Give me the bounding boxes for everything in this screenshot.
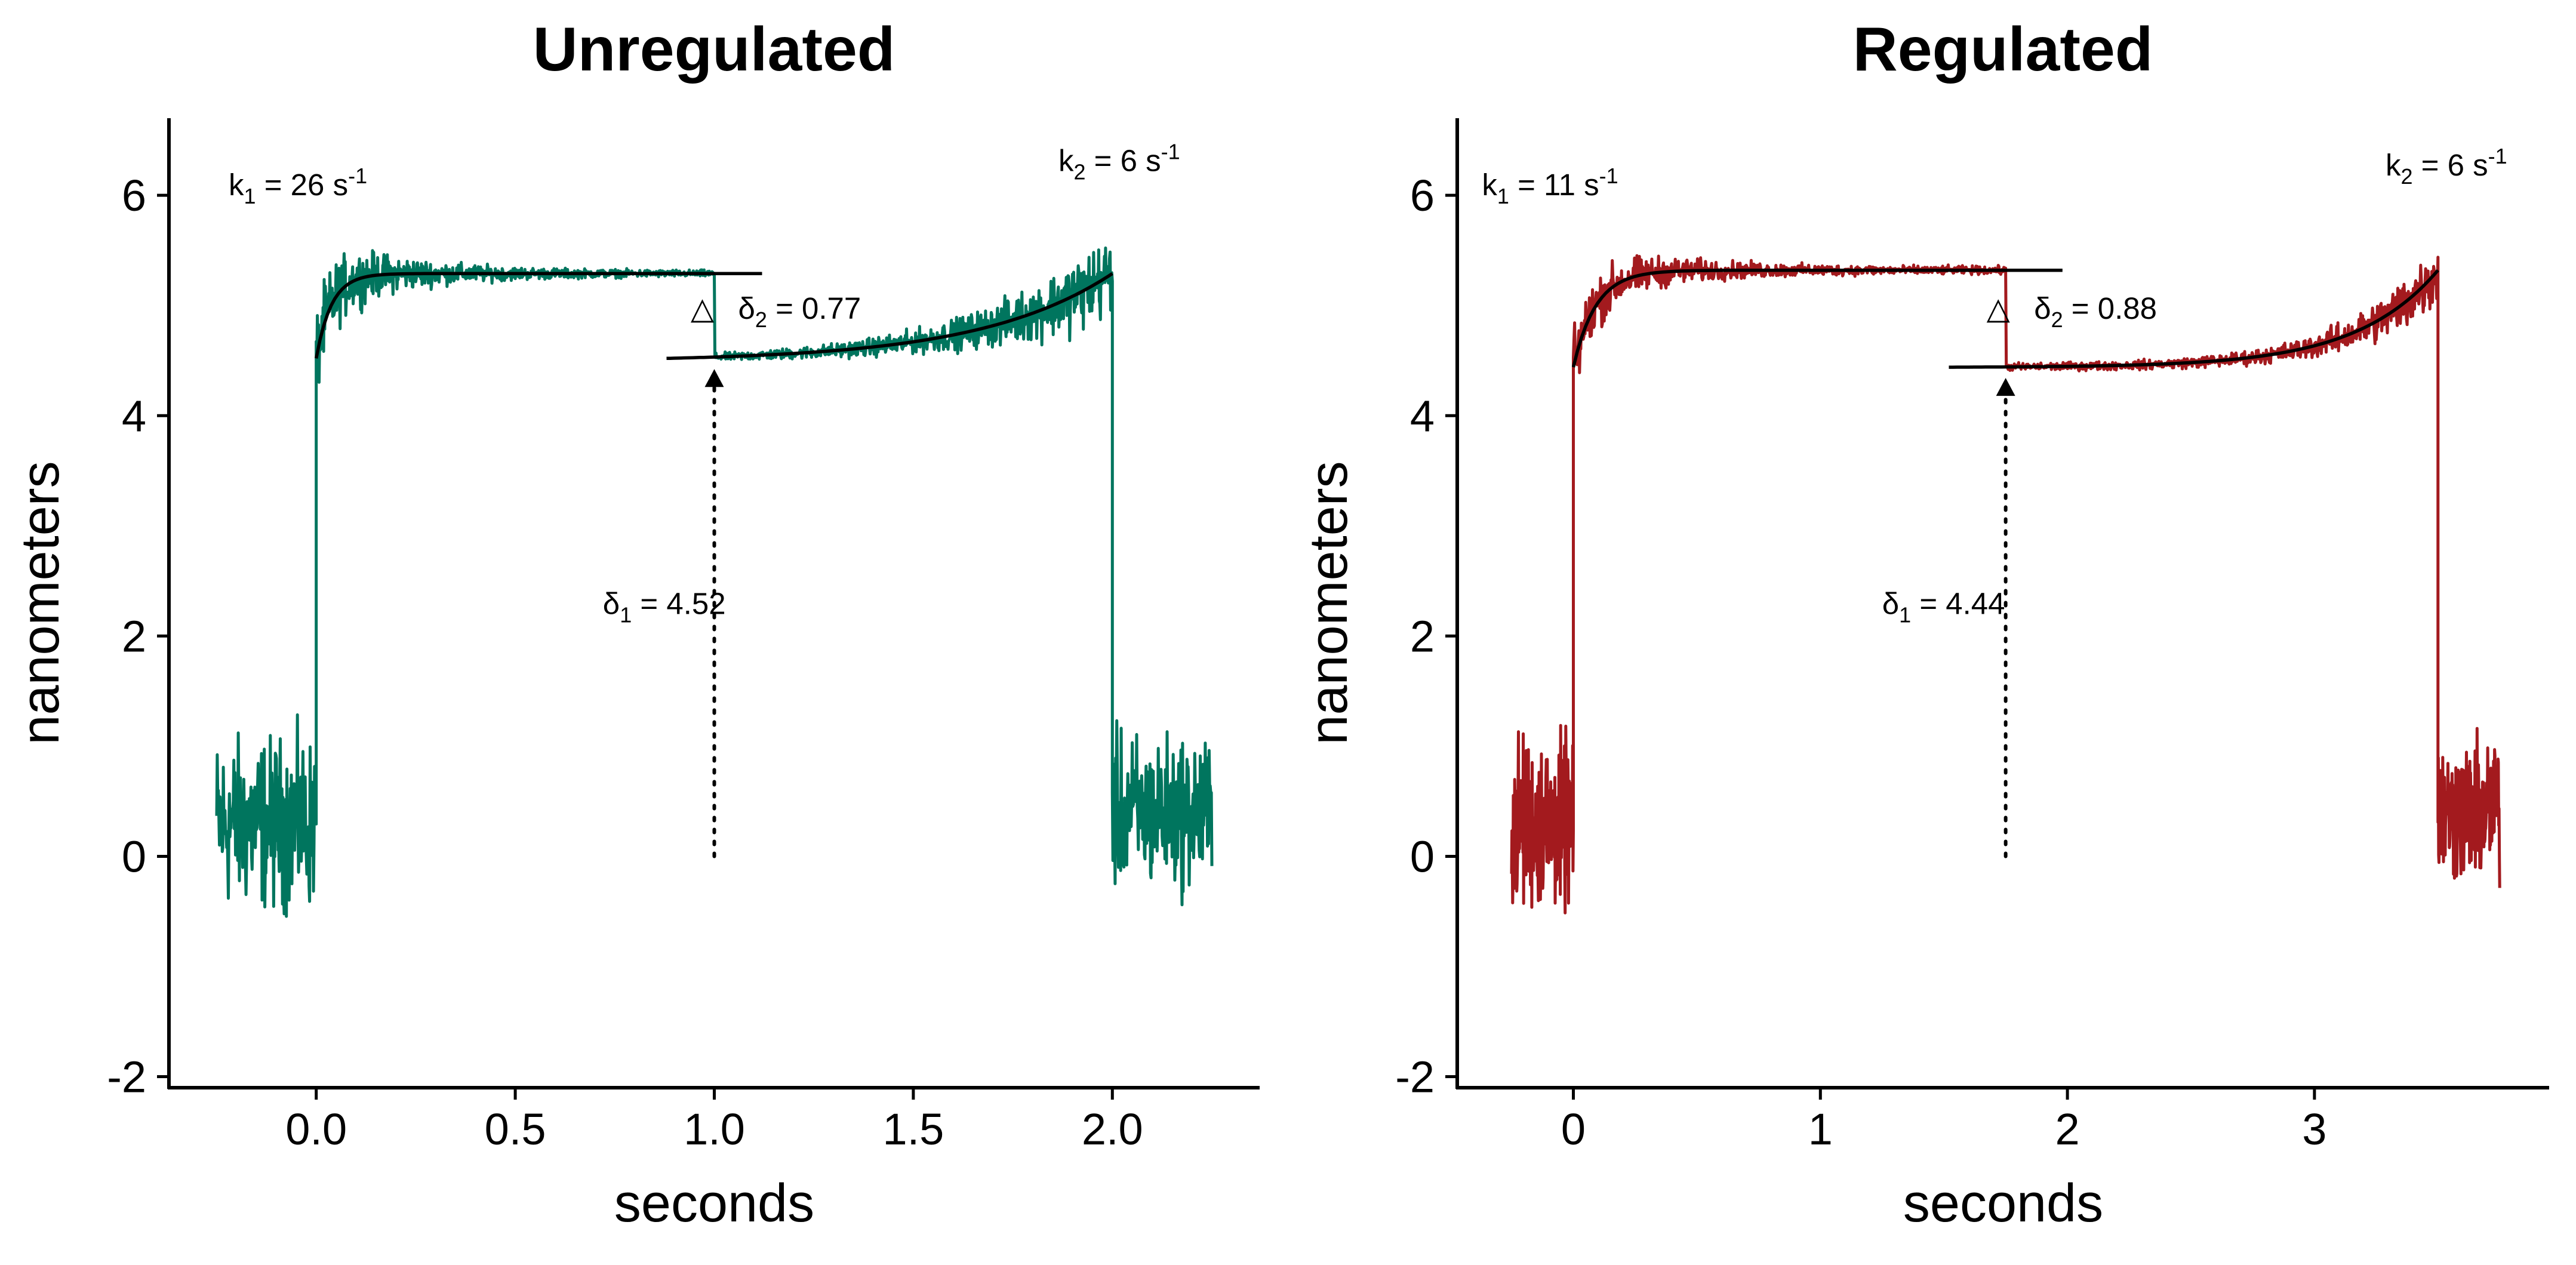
k2-label-value: = 6 s <box>1085 144 1161 178</box>
y-tick-label: 4 <box>122 391 146 441</box>
delta2-label-subscript: 2 <box>2051 307 2063 332</box>
trace-line <box>1510 254 2501 915</box>
delta1-label-symbol: δ <box>603 586 620 620</box>
fit-curve-first-substep <box>1571 268 2063 368</box>
delta1-label-value: = 4.52 <box>632 586 725 620</box>
panel-unregulated: Unregulated -2 0 2 4 6 0.0 0.5 1.0 1.5 2.0 seconds n… <box>11 15 1260 1233</box>
delta2-label-subscript: 2 <box>755 307 767 332</box>
y-tick-label: 6 <box>1410 171 1435 220</box>
k1-label-value: = 11 s <box>1509 168 1599 202</box>
k2-label-superscript: -1 <box>1161 140 1180 164</box>
y-tick-label: 2 <box>122 611 146 661</box>
delta1-arrowhead <box>1996 378 2015 396</box>
k1-label: k1 = 26 s-1 <box>229 164 367 208</box>
k1-label-superscript: -1 <box>348 164 367 188</box>
x-tick-label: 1.5 <box>882 1104 944 1154</box>
y-tick-label: -2 <box>107 1052 146 1102</box>
delta2-label-value: = 0.77 <box>767 291 861 325</box>
x-axis-title: seconds <box>1903 1174 2103 1233</box>
k1-label-subscript: 1 <box>1497 184 1509 208</box>
delta1-label: δ1 = 4.52 <box>603 586 726 627</box>
delta2-triangle-icon: △ <box>1987 291 2011 325</box>
x-tick-label: 0.0 <box>285 1104 347 1154</box>
x-tick-label: 1 <box>1808 1104 1833 1154</box>
y-tick-label: -2 <box>1395 1052 1435 1102</box>
delta1-label-subscript: 1 <box>620 602 632 627</box>
k2-label-symbol: k <box>2386 148 2401 182</box>
fit-curve-first-substep <box>315 272 762 359</box>
k1-label: k1 = 11 s-1 <box>1482 164 1618 208</box>
y-tick-label: 0 <box>122 832 146 881</box>
x-axis-title: seconds <box>614 1174 814 1233</box>
y-tick-label: 0 <box>1410 832 1435 881</box>
delta2-label-symbol: δ <box>738 291 755 325</box>
k2-label-subscript: 2 <box>1073 160 1085 184</box>
delta2-label-value: = 0.88 <box>2063 291 2157 325</box>
x-tick-label: 1.0 <box>684 1104 745 1154</box>
k2-label-superscript: -1 <box>2488 144 2507 168</box>
delta2-label: δ2 = 0.77 <box>738 291 861 332</box>
fit-curve-second-substep <box>666 272 1113 361</box>
delta2-triangle-icon: △ <box>691 291 715 325</box>
delta1-label: δ1 = 4.44 <box>1882 586 2005 627</box>
k2-label: k2 = 6 s-1 <box>2386 144 2507 189</box>
delta2-label: δ2 = 0.88 <box>2034 291 2157 332</box>
y-axis-title: nanometers <box>1299 461 1359 744</box>
x-tick-label: 3 <box>2302 1104 2326 1154</box>
delta1-arrowhead <box>704 369 724 387</box>
k2-label: k2 = 6 s-1 <box>1058 140 1180 184</box>
delta1-label-value: = 4.44 <box>1911 586 2005 620</box>
x-tick-label: 0.5 <box>485 1104 546 1154</box>
k1-label-subscript: 1 <box>244 184 256 208</box>
k2-label-symbol: k <box>1058 144 1074 178</box>
x-tick-label: 2.0 <box>1082 1104 1143 1154</box>
k2-label-value: = 6 s <box>2412 148 2488 182</box>
k1-label-symbol: k <box>229 168 244 202</box>
y-tick-label: 6 <box>122 171 146 220</box>
panel-title: Regulated <box>1853 15 2153 84</box>
k2-label-subscript: 2 <box>2400 164 2412 189</box>
delta2-label-symbol: δ <box>2034 291 2051 325</box>
y-tick-label: 2 <box>1410 611 1435 661</box>
panel-title: Unregulated <box>533 15 895 84</box>
x-tick-label: 2 <box>2055 1104 2080 1154</box>
k1-label-value: = 26 s <box>256 168 349 202</box>
fit-curve-second-substep <box>1949 269 2439 369</box>
y-axis-title: nanometers <box>11 461 70 744</box>
delta1-label-subscript: 1 <box>1899 602 1911 627</box>
delta1-label-symbol: δ <box>1882 586 1899 620</box>
k1-label-superscript: -1 <box>1599 164 1618 188</box>
k1-label-symbol: k <box>1482 168 1497 202</box>
x-tick-label: 0 <box>1561 1104 1586 1154</box>
y-tick-label: 4 <box>1410 391 1435 441</box>
